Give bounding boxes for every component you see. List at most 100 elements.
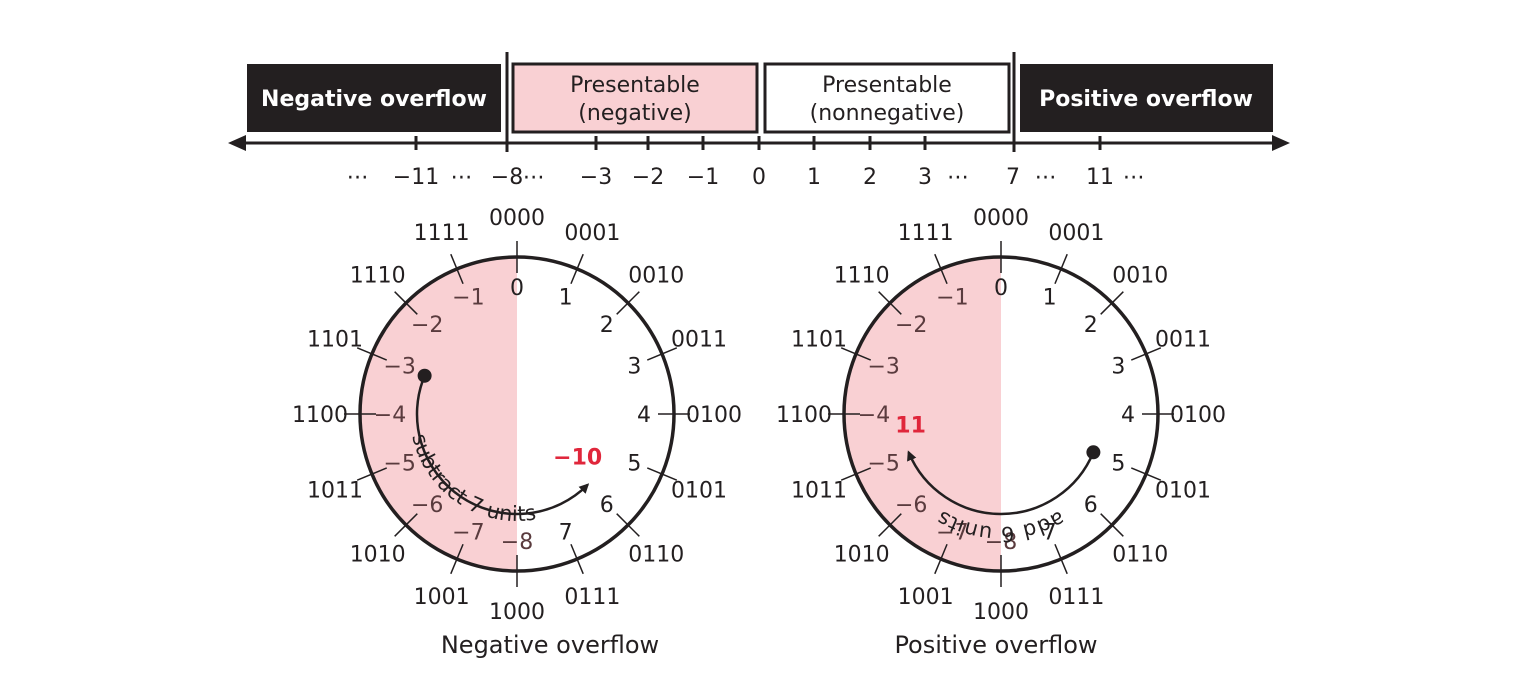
binary-label: 0011 [1155,328,1211,353]
wheel-leader-line [616,291,640,315]
decimal-label: −3 [383,354,415,379]
wheel-leader-line [450,543,464,575]
binary-label: 1010 [834,542,890,567]
arc-start-dot [1086,445,1101,460]
wheel-leader-line [840,347,872,361]
binary-label: 0110 [1112,542,1168,567]
wheel-leader-line [934,543,948,575]
number-line-tick-label: 2 [863,165,877,190]
binary-label: 1000 [973,600,1029,625]
binary-label: 1000 [489,600,545,625]
negative-half-shading [844,257,1001,571]
positive-overflow-label: Positive overflow [1039,87,1253,112]
wheel-leader-line [1130,467,1162,481]
decimal-label: 0 [994,276,1008,301]
wheel-leader-line [646,347,678,361]
wheel-leader-line [1100,513,1124,537]
decimal-label: −5 [383,452,415,477]
decimal-label: 2 [600,313,614,338]
number-line-tick-label: −3 [580,165,612,190]
decimal-label: 4 [637,403,651,428]
binary-label: 0110 [628,542,684,567]
number-line-tick-label: ⋯ [523,165,545,190]
decimal-label: 7 [559,520,573,545]
binary-label: 1010 [350,542,406,567]
binary-label: 0100 [686,403,742,428]
wheel-leader-line [878,513,902,537]
wheel-leader-line [934,253,948,285]
binary-label: 0001 [564,221,620,246]
decimal-label: −7 [452,520,484,545]
wheel-leader-line [356,467,388,481]
decimal-label: −8 [501,530,533,555]
arc-start-dot [417,368,432,383]
decimal-label: 1 [559,286,573,311]
decimal-label: 1 [1043,286,1057,311]
number-line-tick-label: 11 [1086,165,1114,190]
binary-label: 0100 [1170,403,1226,428]
number-line-right-arrow [1272,135,1290,151]
decimal-label: 3 [1111,354,1125,379]
wheel-leader-line [450,253,464,285]
decimal-label: 5 [1111,452,1125,477]
binary-label: 1001 [898,585,954,610]
wheel-leader-line [356,347,388,361]
number-line-tick-label: ⋯ [451,165,473,190]
number-line-tick-label: −8 [491,165,523,190]
binary-label: 0001 [1048,221,1104,246]
positive-overflow-caption: Positive overflow [894,631,1097,659]
decimal-label: −6 [411,493,443,518]
overflow-arc [415,375,590,516]
wheel-leader-line [394,291,418,315]
binary-label: 1110 [350,264,406,289]
decimal-label: 0 [510,276,524,301]
binary-label: 0111 [1048,585,1104,610]
positive-overflow-wheel: 0000000011001020011301004010150110601117… [776,206,1226,625]
decimal-label: −4 [858,403,890,428]
negative-overflow-wheel: 0000000011001020011301004010150110601117… [292,206,742,625]
overflow-arc [907,450,1095,516]
binary-label: 0101 [671,478,727,503]
binary-label: 1101 [307,328,363,353]
decimal-label: 6 [600,493,614,518]
presentable-negative-box [511,62,759,134]
number-line-tick-label: ⋯ [1123,165,1145,190]
negative-overflow-box [247,64,501,132]
wheel-leader-line [1100,291,1124,315]
decimal-label: −6 [895,493,927,518]
number-line-tick-label: −1 [687,165,719,190]
binary-label: 1001 [414,585,470,610]
binary-label: 0111 [564,585,620,610]
number-line-tick-label: 0 [752,165,766,190]
overflow-result-label: 11 [895,413,926,438]
binary-label: 0010 [628,264,684,289]
binary-label: 1011 [307,478,363,503]
decimal-label: −4 [374,403,406,428]
decimal-label: −8 [985,530,1017,555]
wheel-leader-line [394,513,418,537]
number-line-tick-label: 7 [1006,165,1020,190]
wheel-leader-line [646,467,678,481]
wheel-leader-line [570,253,584,285]
decimal-label: −2 [895,313,927,338]
decimal-label: −2 [411,313,443,338]
binary-label: 0101 [1155,478,1211,503]
number-line-tick-label: ⋯ [1035,165,1057,190]
binary-label: 1100 [776,403,832,428]
number-line-tick-label: ⋯ [347,165,369,190]
decimal-label: −1 [452,286,484,311]
wheel-leader-line [1054,543,1068,575]
number-line-tick-label: −11 [393,165,439,190]
binary-label: 1101 [791,328,847,353]
presentable-nonnegative-label-line2: (nonnegative) [810,101,965,126]
binary-label: 1100 [292,403,348,428]
wheel-leader-line [840,467,872,481]
decimal-label: −5 [867,452,899,477]
number-line: ⋯ −11 ⋯ −8 ⋯ −3 −2 −1 0 1 2 3 ⋯ 7 ⋯ 11 ⋯ [228,52,1290,190]
decimal-label: 3 [627,354,641,379]
wheel-leader-line [616,513,640,537]
presentable-nonnegative-label-line1: Presentable [822,73,952,98]
binary-label: 0000 [489,206,545,231]
